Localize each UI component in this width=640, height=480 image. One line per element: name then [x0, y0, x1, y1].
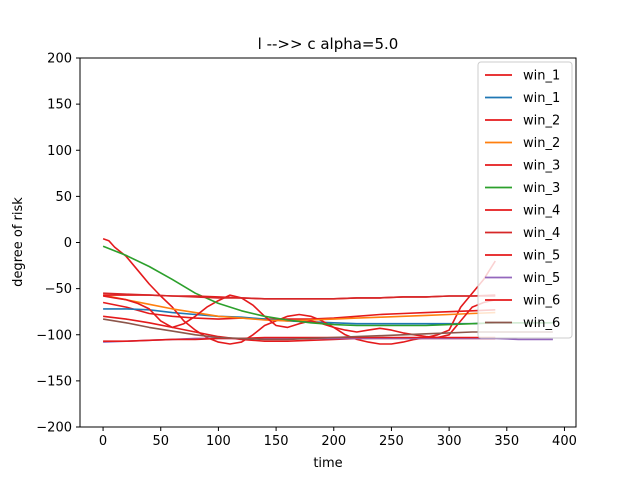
- x-tick-label: 400: [552, 434, 577, 449]
- x-tick-label: 150: [264, 434, 289, 449]
- y-axis-label: degree of risk: [11, 197, 26, 287]
- legend-label: win_5: [523, 271, 560, 286]
- legend-box: [477, 61, 573, 339]
- y-tick-label: 150: [47, 98, 72, 113]
- y-tick-label: −200: [36, 421, 72, 436]
- x-axis-label: time: [313, 456, 342, 471]
- y-tick-label: 100: [47, 144, 72, 159]
- series-line-5: [102, 294, 496, 339]
- legend-label: win_2: [523, 136, 560, 151]
- x-tick-label: 100: [206, 434, 231, 449]
- legend-label: win_1: [523, 91, 560, 106]
- x-tick-label: 300: [437, 434, 462, 449]
- y-tick-label: −100: [36, 328, 72, 343]
- legend: win_1 win_1 win_2 win_2 win_3 win_3 win_4 win_4…: [477, 61, 573, 339]
- x-tick-label: 50: [152, 434, 169, 449]
- chart-title: l -->> c alpha=5.0: [258, 35, 399, 53]
- y-tick-label: 0: [64, 236, 72, 251]
- x-tick-label: 250: [379, 434, 404, 449]
- y-tick-label: −150: [36, 374, 72, 389]
- x-tick-label: 350: [494, 434, 519, 449]
- x-tick-label: 200: [321, 434, 346, 449]
- series-line-11: [103, 336, 496, 343]
- x-ticks: 0 50 100 150 200 250 300 350 400: [99, 427, 577, 449]
- x-tick-label: 0: [99, 434, 107, 449]
- y-tick-label: 200: [47, 52, 72, 67]
- series-line-3: [102, 238, 496, 345]
- legend-label: win_1: [523, 69, 560, 84]
- y-ticks: −200 −150 −100 −50 0 50 100 150 200: [36, 52, 80, 436]
- legend-label: win_6: [523, 294, 560, 309]
- legend-label: win_5: [523, 249, 560, 264]
- series-line-8: [103, 292, 496, 300]
- legend-label: win_3: [523, 159, 560, 174]
- legend-label: win_3: [523, 181, 560, 196]
- legend-label: win_2: [523, 114, 560, 129]
- y-tick-label: −50: [45, 282, 72, 297]
- legend-label: win_6: [523, 316, 560, 331]
- legend-label: win_4: [523, 226, 560, 241]
- series-line-1: [102, 301, 496, 320]
- y-tick-label: 50: [55, 190, 72, 205]
- series-line-4: [102, 294, 496, 322]
- legend-label: win_4: [523, 204, 560, 219]
